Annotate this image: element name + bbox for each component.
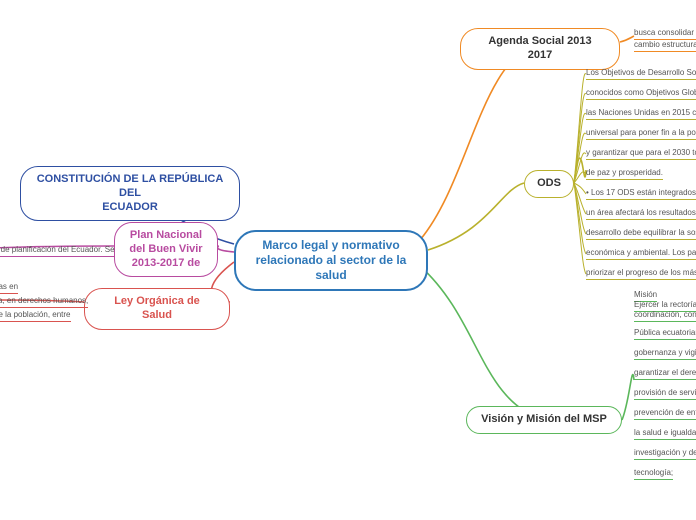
edge bbox=[420, 266, 544, 420]
branch-ods[interactable]: ODS bbox=[524, 170, 574, 198]
branch-vision[interactable]: Visión y Misión del MSP bbox=[466, 406, 622, 434]
edge bbox=[620, 36, 634, 42]
branch-plan[interactable]: Plan Nacionaldel Buen Vivir2013-2017 de bbox=[114, 222, 218, 277]
leaf-text: garantizar el derecho a la bbox=[634, 368, 696, 380]
leaf-text: ca, en derechos humanos, bbox=[0, 296, 88, 308]
leaf-text: las Naciones Unidas en 2015 como un ll bbox=[586, 108, 696, 120]
edge bbox=[622, 375, 634, 420]
leaf-text: conocidos como Objetivos Globales, fue bbox=[586, 88, 696, 100]
leaf-text: o de planificación del Ecuador. Se bbox=[0, 245, 115, 257]
leaf-text: investigación y desarrollo bbox=[634, 448, 696, 460]
leaf-text: coordinación, control y ge bbox=[634, 310, 696, 322]
leaf-text: cambio estructural que bbox=[634, 40, 696, 52]
center-node[interactable]: Marco legal y normativorelacionado al se… bbox=[234, 230, 428, 291]
leaf-text: universal para poner fin a la pobreza, p bbox=[586, 128, 696, 140]
leaf-text: económica y ambiental. Los países se h bbox=[586, 248, 696, 260]
leaf-text: priorizar el progreso de los más rezaga bbox=[586, 268, 696, 280]
edge bbox=[218, 246, 234, 252]
edge bbox=[428, 183, 524, 250]
leaf-text: tecnología; bbox=[634, 468, 673, 480]
leaf-text: Pública ecuatoriana a tra bbox=[634, 328, 696, 340]
branch-ley[interactable]: Ley Orgánica de Salud bbox=[84, 288, 230, 330]
branch-const[interactable]: CONSTITUCIÓN DE LA REPÚBLICA DELECUADOR bbox=[20, 166, 240, 221]
leaf-text: prevención de enfermeda bbox=[634, 408, 696, 420]
leaf-text: la salud e igualdad, la go bbox=[634, 428, 696, 440]
leaf-text: das en bbox=[0, 282, 18, 294]
leaf-text: provisión de servicios de bbox=[634, 388, 696, 400]
leaf-text: y garantizar que para el 2030 todas las bbox=[586, 148, 696, 160]
leaf-text: de la población, entre bbox=[0, 310, 71, 322]
leaf-text: gobernanza y vigilancia y bbox=[634, 348, 696, 360]
leaf-text: Los Objetivos de Desarrollo Sostenible t bbox=[586, 68, 696, 80]
leaf-text: busca consolidar el proc bbox=[634, 28, 696, 40]
edge bbox=[420, 42, 540, 240]
leaf-text: • Los 17 ODS están integrados: reconoc bbox=[586, 188, 696, 200]
leaf-text: un área afectará los resultados en otra bbox=[586, 208, 696, 220]
branch-agenda[interactable]: Agenda Social 2013 2017 bbox=[460, 28, 620, 70]
leaf-text: de paz y prosperidad. bbox=[586, 168, 663, 180]
leaf-text: desarrollo debe equilibrar la sostenibil bbox=[586, 228, 696, 240]
